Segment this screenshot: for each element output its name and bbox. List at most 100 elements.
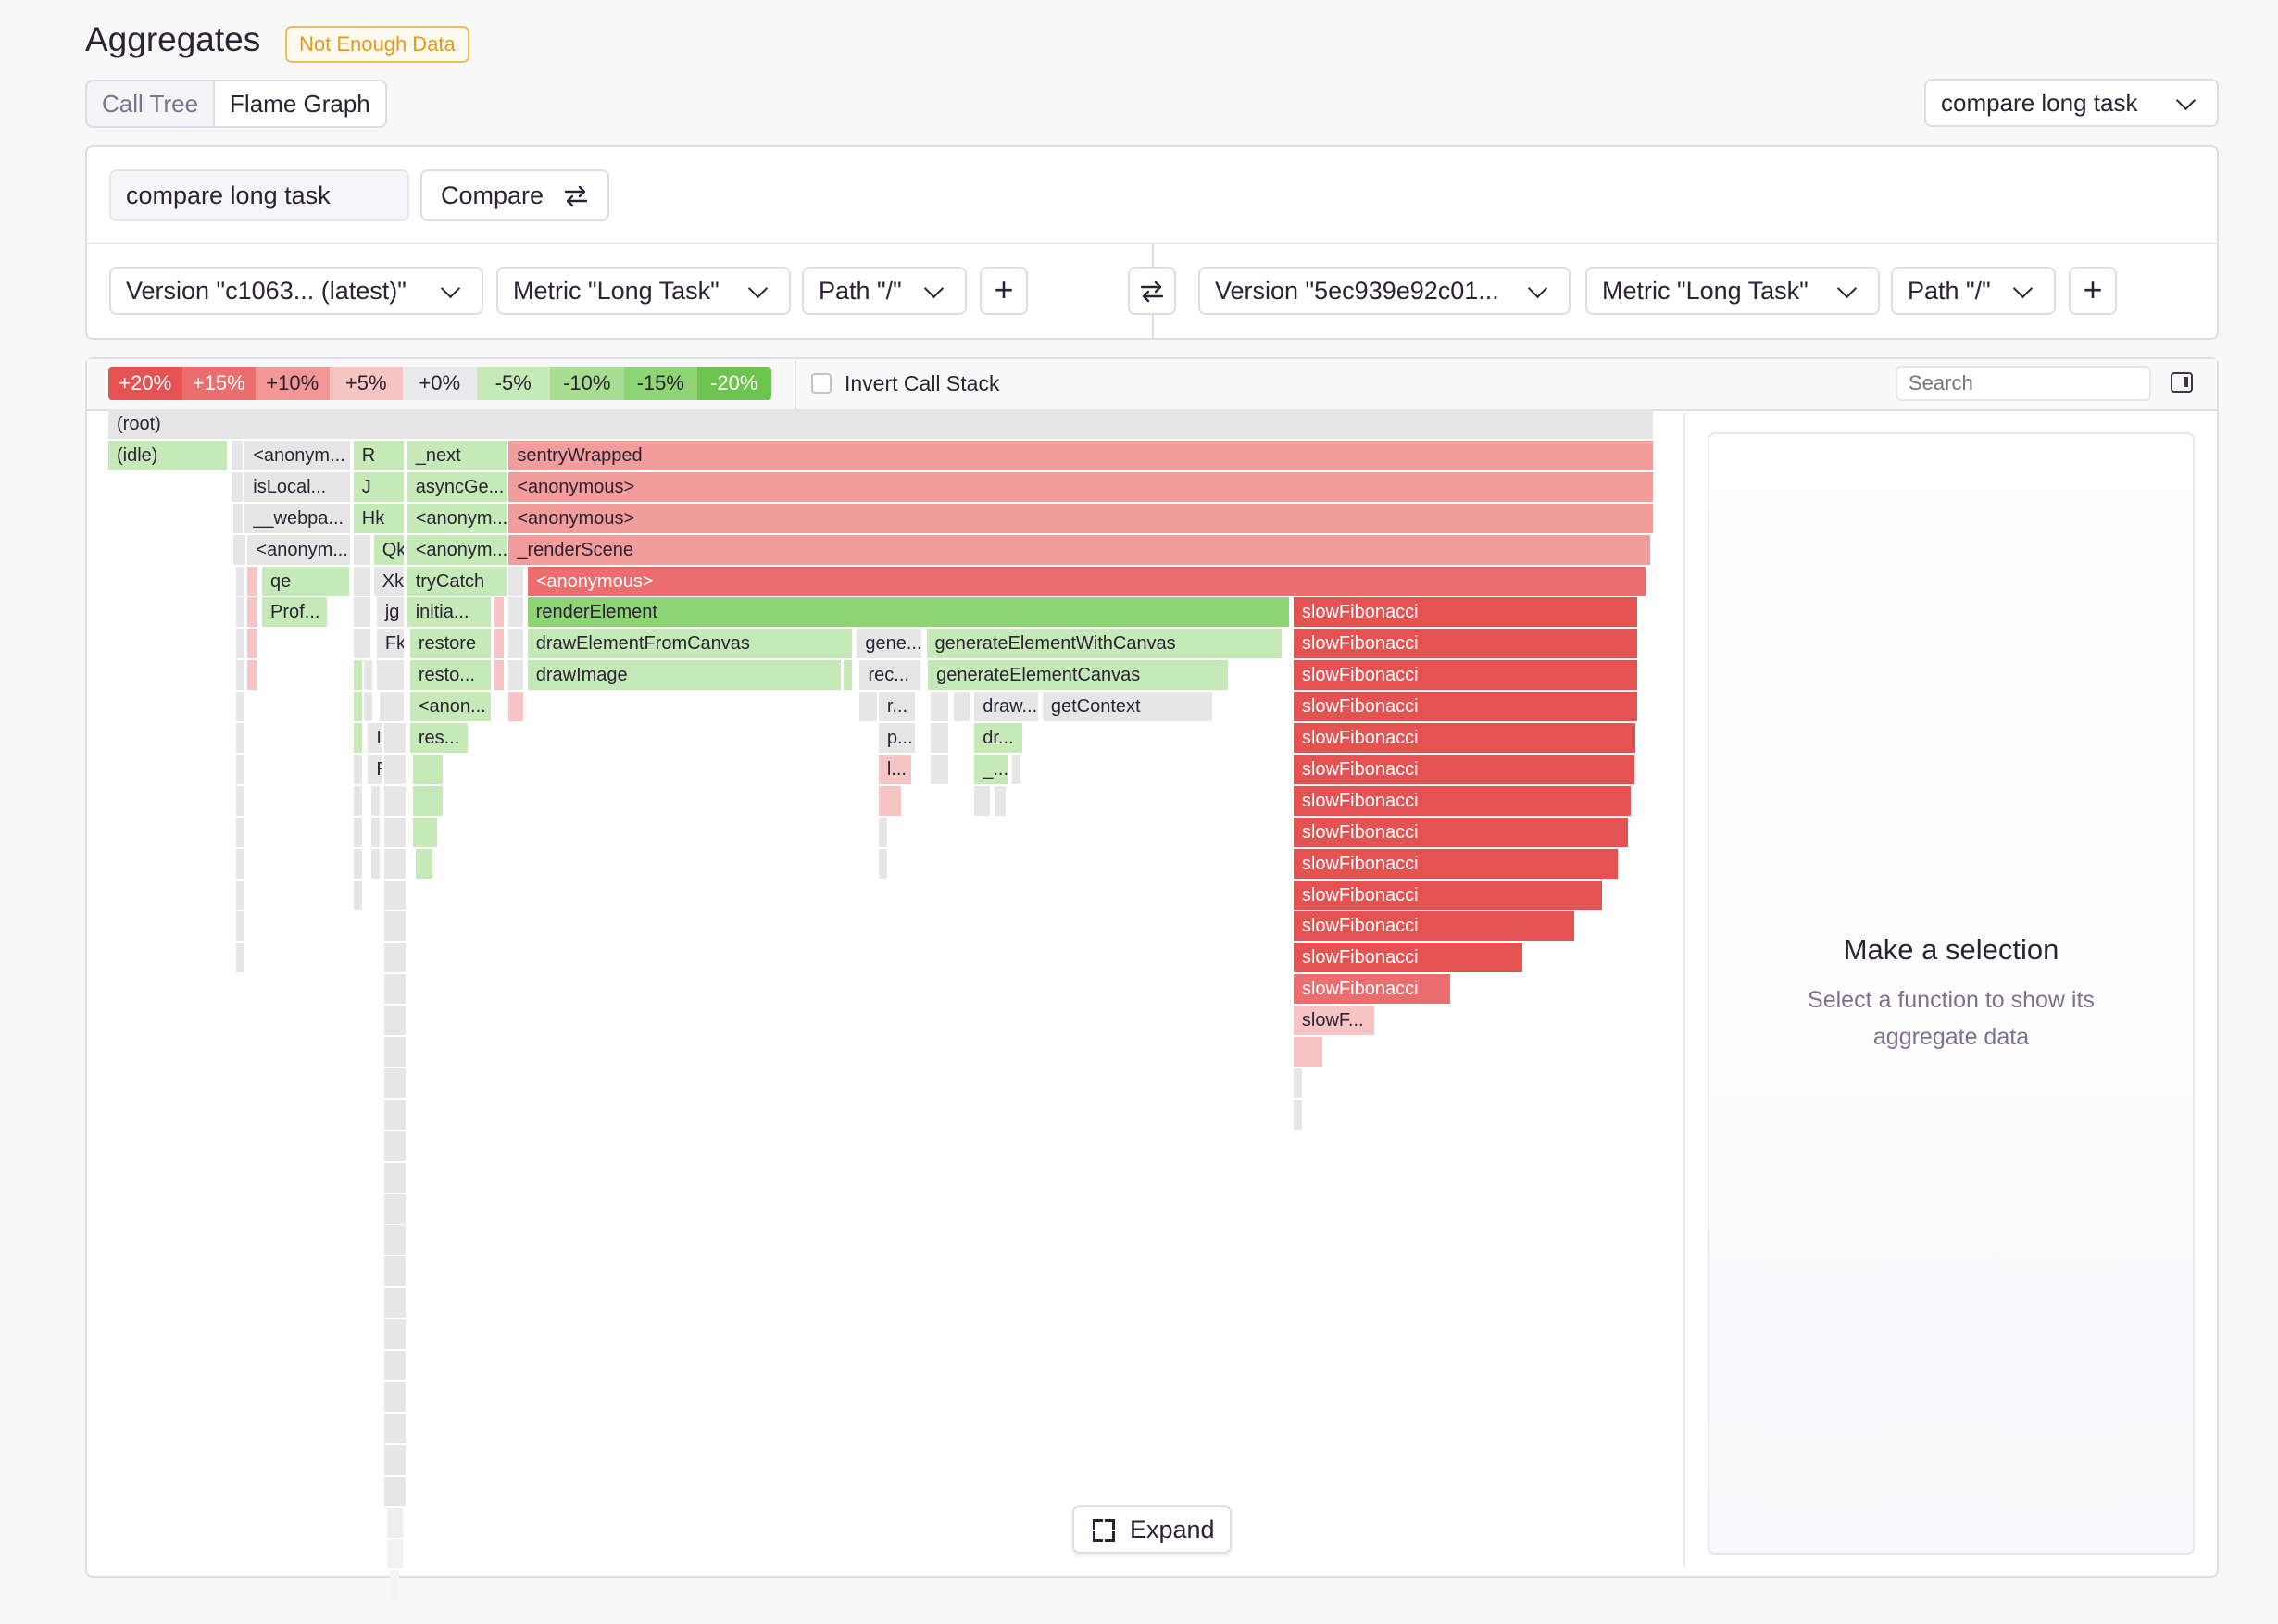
flame-frame-unlabeled[interactable] bbox=[383, 1381, 406, 1412]
flame-frame-unlabeled[interactable] bbox=[363, 660, 372, 691]
flame-frame-unlabeled[interactable] bbox=[353, 723, 362, 753]
flame-frame-unlabeled[interactable] bbox=[995, 785, 1007, 816]
right-version-select[interactable]: Version "5ec939e92c01... bbox=[1198, 267, 1571, 315]
flame-frame-unlabeled[interactable] bbox=[383, 848, 406, 879]
flame-frame[interactable]: tryCatch bbox=[407, 566, 507, 596]
query-select[interactable]: compare long task bbox=[1924, 79, 2219, 127]
flame-frame[interactable]: slowFibonacci bbox=[1293, 629, 1637, 659]
flame-frame-unlabeled[interactable] bbox=[353, 754, 362, 784]
flame-frame-unlabeled[interactable] bbox=[232, 534, 246, 565]
flame-frame-unlabeled[interactable] bbox=[383, 1319, 406, 1350]
flame-frame[interactable]: l... bbox=[878, 754, 912, 784]
flame-frame[interactable]: <anonymous> bbox=[527, 566, 1646, 596]
flame-frame[interactable]: <anonymous> bbox=[508, 471, 1653, 502]
flame-frame[interactable]: slowFibonacci bbox=[1293, 597, 1637, 628]
left-metric-select[interactable]: Metric "Long Task" bbox=[496, 267, 791, 315]
flame-frame-unlabeled[interactable] bbox=[383, 911, 406, 942]
flame-frame-unlabeled[interactable] bbox=[1293, 1068, 1302, 1098]
left-version-select[interactable]: Version "c1063... (latest)" bbox=[109, 267, 483, 315]
right-path-select[interactable]: Path "/" bbox=[1891, 267, 2056, 315]
flame-frame-unlabeled[interactable] bbox=[383, 1068, 406, 1098]
flame-frame[interactable]: jg bbox=[376, 597, 405, 628]
flame-frame[interactable]: res... bbox=[409, 723, 469, 753]
flame-frame[interactable]: (root) bbox=[108, 409, 1653, 439]
tab-call-tree[interactable]: Call Tree bbox=[102, 90, 199, 118]
flame-frame[interactable]: <anonymous> bbox=[508, 503, 1653, 533]
flame-frame[interactable]: r... bbox=[878, 692, 915, 722]
flame-frame-unlabeled[interactable] bbox=[353, 629, 371, 659]
flame-frame-unlabeled[interactable] bbox=[247, 597, 257, 628]
flame-frame[interactable]: slowFibonacci bbox=[1293, 911, 1575, 942]
flame-frame-unlabeled[interactable] bbox=[235, 754, 244, 784]
flame-frame-unlabeled[interactable] bbox=[1293, 1099, 1302, 1130]
flame-frame[interactable]: _... bbox=[974, 754, 1008, 784]
flame-frame-unlabeled[interactable] bbox=[412, 817, 438, 847]
flame-frame-unlabeled[interactable] bbox=[389, 1570, 400, 1601]
flame-frame-unlabeled[interactable] bbox=[370, 817, 380, 847]
flame-frame-unlabeled[interactable] bbox=[383, 1225, 406, 1255]
flame-frame[interactable]: draw... bbox=[974, 692, 1038, 722]
flame-frame-unlabeled[interactable] bbox=[383, 723, 406, 753]
flame-frame-unlabeled[interactable] bbox=[494, 629, 505, 659]
flame-frame-unlabeled[interactable] bbox=[353, 817, 362, 847]
flame-frame-unlabeled[interactable] bbox=[363, 692, 372, 722]
flame-frame-unlabeled[interactable] bbox=[878, 817, 887, 847]
flame-frame-unlabeled[interactable] bbox=[383, 943, 406, 973]
flame-frame[interactable]: R bbox=[353, 440, 405, 470]
flame-frame[interactable]: slowFibonacci bbox=[1293, 817, 1629, 847]
flame-frame[interactable]: slowFibonacci bbox=[1293, 754, 1634, 784]
flame-frame[interactable]: slowF... bbox=[1293, 1006, 1375, 1036]
swap-versions-button[interactable] bbox=[1128, 267, 1176, 315]
flame-frame-unlabeled[interactable] bbox=[878, 848, 887, 879]
flame-frame-unlabeled[interactable] bbox=[383, 1037, 406, 1067]
flame-frame-unlabeled[interactable] bbox=[383, 1099, 406, 1130]
flame-frame-unlabeled[interactable] bbox=[247, 660, 257, 691]
flame-frame[interactable]: getContext bbox=[1042, 692, 1212, 722]
flame-frame[interactable]: _next bbox=[407, 440, 507, 470]
flame-frame-unlabeled[interactable] bbox=[353, 692, 362, 722]
flame-frame[interactable]: <anonym... bbox=[244, 440, 351, 470]
flame-frame[interactable]: <anon... bbox=[409, 692, 492, 722]
flame-frame[interactable]: slowFibonacci bbox=[1293, 880, 1603, 910]
flame-frame[interactable]: (idle) bbox=[108, 440, 228, 470]
flame-frame-unlabeled[interactable] bbox=[386, 1507, 403, 1538]
flame-frame[interactable]: resto... bbox=[409, 660, 492, 691]
flame-frame-unlabeled[interactable] bbox=[353, 785, 362, 816]
flame-frame-unlabeled[interactable] bbox=[508, 692, 523, 722]
flame-frame-unlabeled[interactable] bbox=[383, 1006, 406, 1036]
flame-frame[interactable]: drawElementFromCanvas bbox=[527, 629, 853, 659]
flame-frame-unlabeled[interactable] bbox=[931, 723, 948, 753]
flame-frame[interactable]: generateElementWithCanvas bbox=[926, 629, 1282, 659]
compare-button[interactable]: Compare bbox=[420, 169, 609, 221]
flame-frame-unlabeled[interactable] bbox=[235, 943, 244, 973]
flame-frame[interactable]: Prof... bbox=[262, 597, 328, 628]
right-metric-select[interactable]: Metric "Long Task" bbox=[1585, 267, 1880, 315]
flame-frame-unlabeled[interactable] bbox=[235, 660, 244, 691]
flame-frame-unlabeled[interactable] bbox=[383, 1193, 406, 1224]
flame-frame[interactable]: J bbox=[353, 471, 405, 502]
flame-frame-unlabeled[interactable] bbox=[1011, 754, 1020, 784]
flame-frame-unlabeled[interactable] bbox=[232, 471, 244, 502]
flame-frame-unlabeled[interactable] bbox=[383, 880, 406, 910]
flame-frame-unlabeled[interactable] bbox=[235, 597, 244, 628]
flame-frame-unlabeled[interactable] bbox=[878, 785, 902, 816]
flame-frame-unlabeled[interactable] bbox=[508, 597, 523, 628]
flame-frame-unlabeled[interactable] bbox=[974, 785, 991, 816]
flame-frame-unlabeled[interactable] bbox=[383, 785, 406, 816]
flame-frame[interactable]: initia... bbox=[407, 597, 492, 628]
flame-frame-unlabeled[interactable] bbox=[383, 1256, 406, 1287]
flame-frame[interactable]: Xk bbox=[373, 566, 405, 596]
flame-frame[interactable]: slowFibonacci bbox=[1293, 723, 1636, 753]
flame-frame-unlabeled[interactable] bbox=[235, 723, 244, 753]
flame-frame-unlabeled[interactable] bbox=[353, 880, 362, 910]
flame-frame-unlabeled[interactable] bbox=[412, 785, 444, 816]
flame-frame[interactable]: __webpa... bbox=[244, 503, 351, 533]
flame-frame-unlabeled[interactable] bbox=[232, 503, 244, 533]
flame-frame[interactable]: Hk bbox=[353, 503, 405, 533]
flame-frame[interactable]: <anonym... bbox=[407, 503, 507, 533]
flame-frame[interactable]: slowFibonacci bbox=[1293, 943, 1522, 973]
invert-call-stack-label[interactable]: Invert Call Stack bbox=[845, 371, 1000, 395]
flame-frame-unlabeled[interactable] bbox=[235, 692, 244, 722]
flame-frame[interactable]: _renderScene bbox=[508, 534, 1650, 565]
flame-frame-unlabeled[interactable] bbox=[379, 692, 405, 722]
